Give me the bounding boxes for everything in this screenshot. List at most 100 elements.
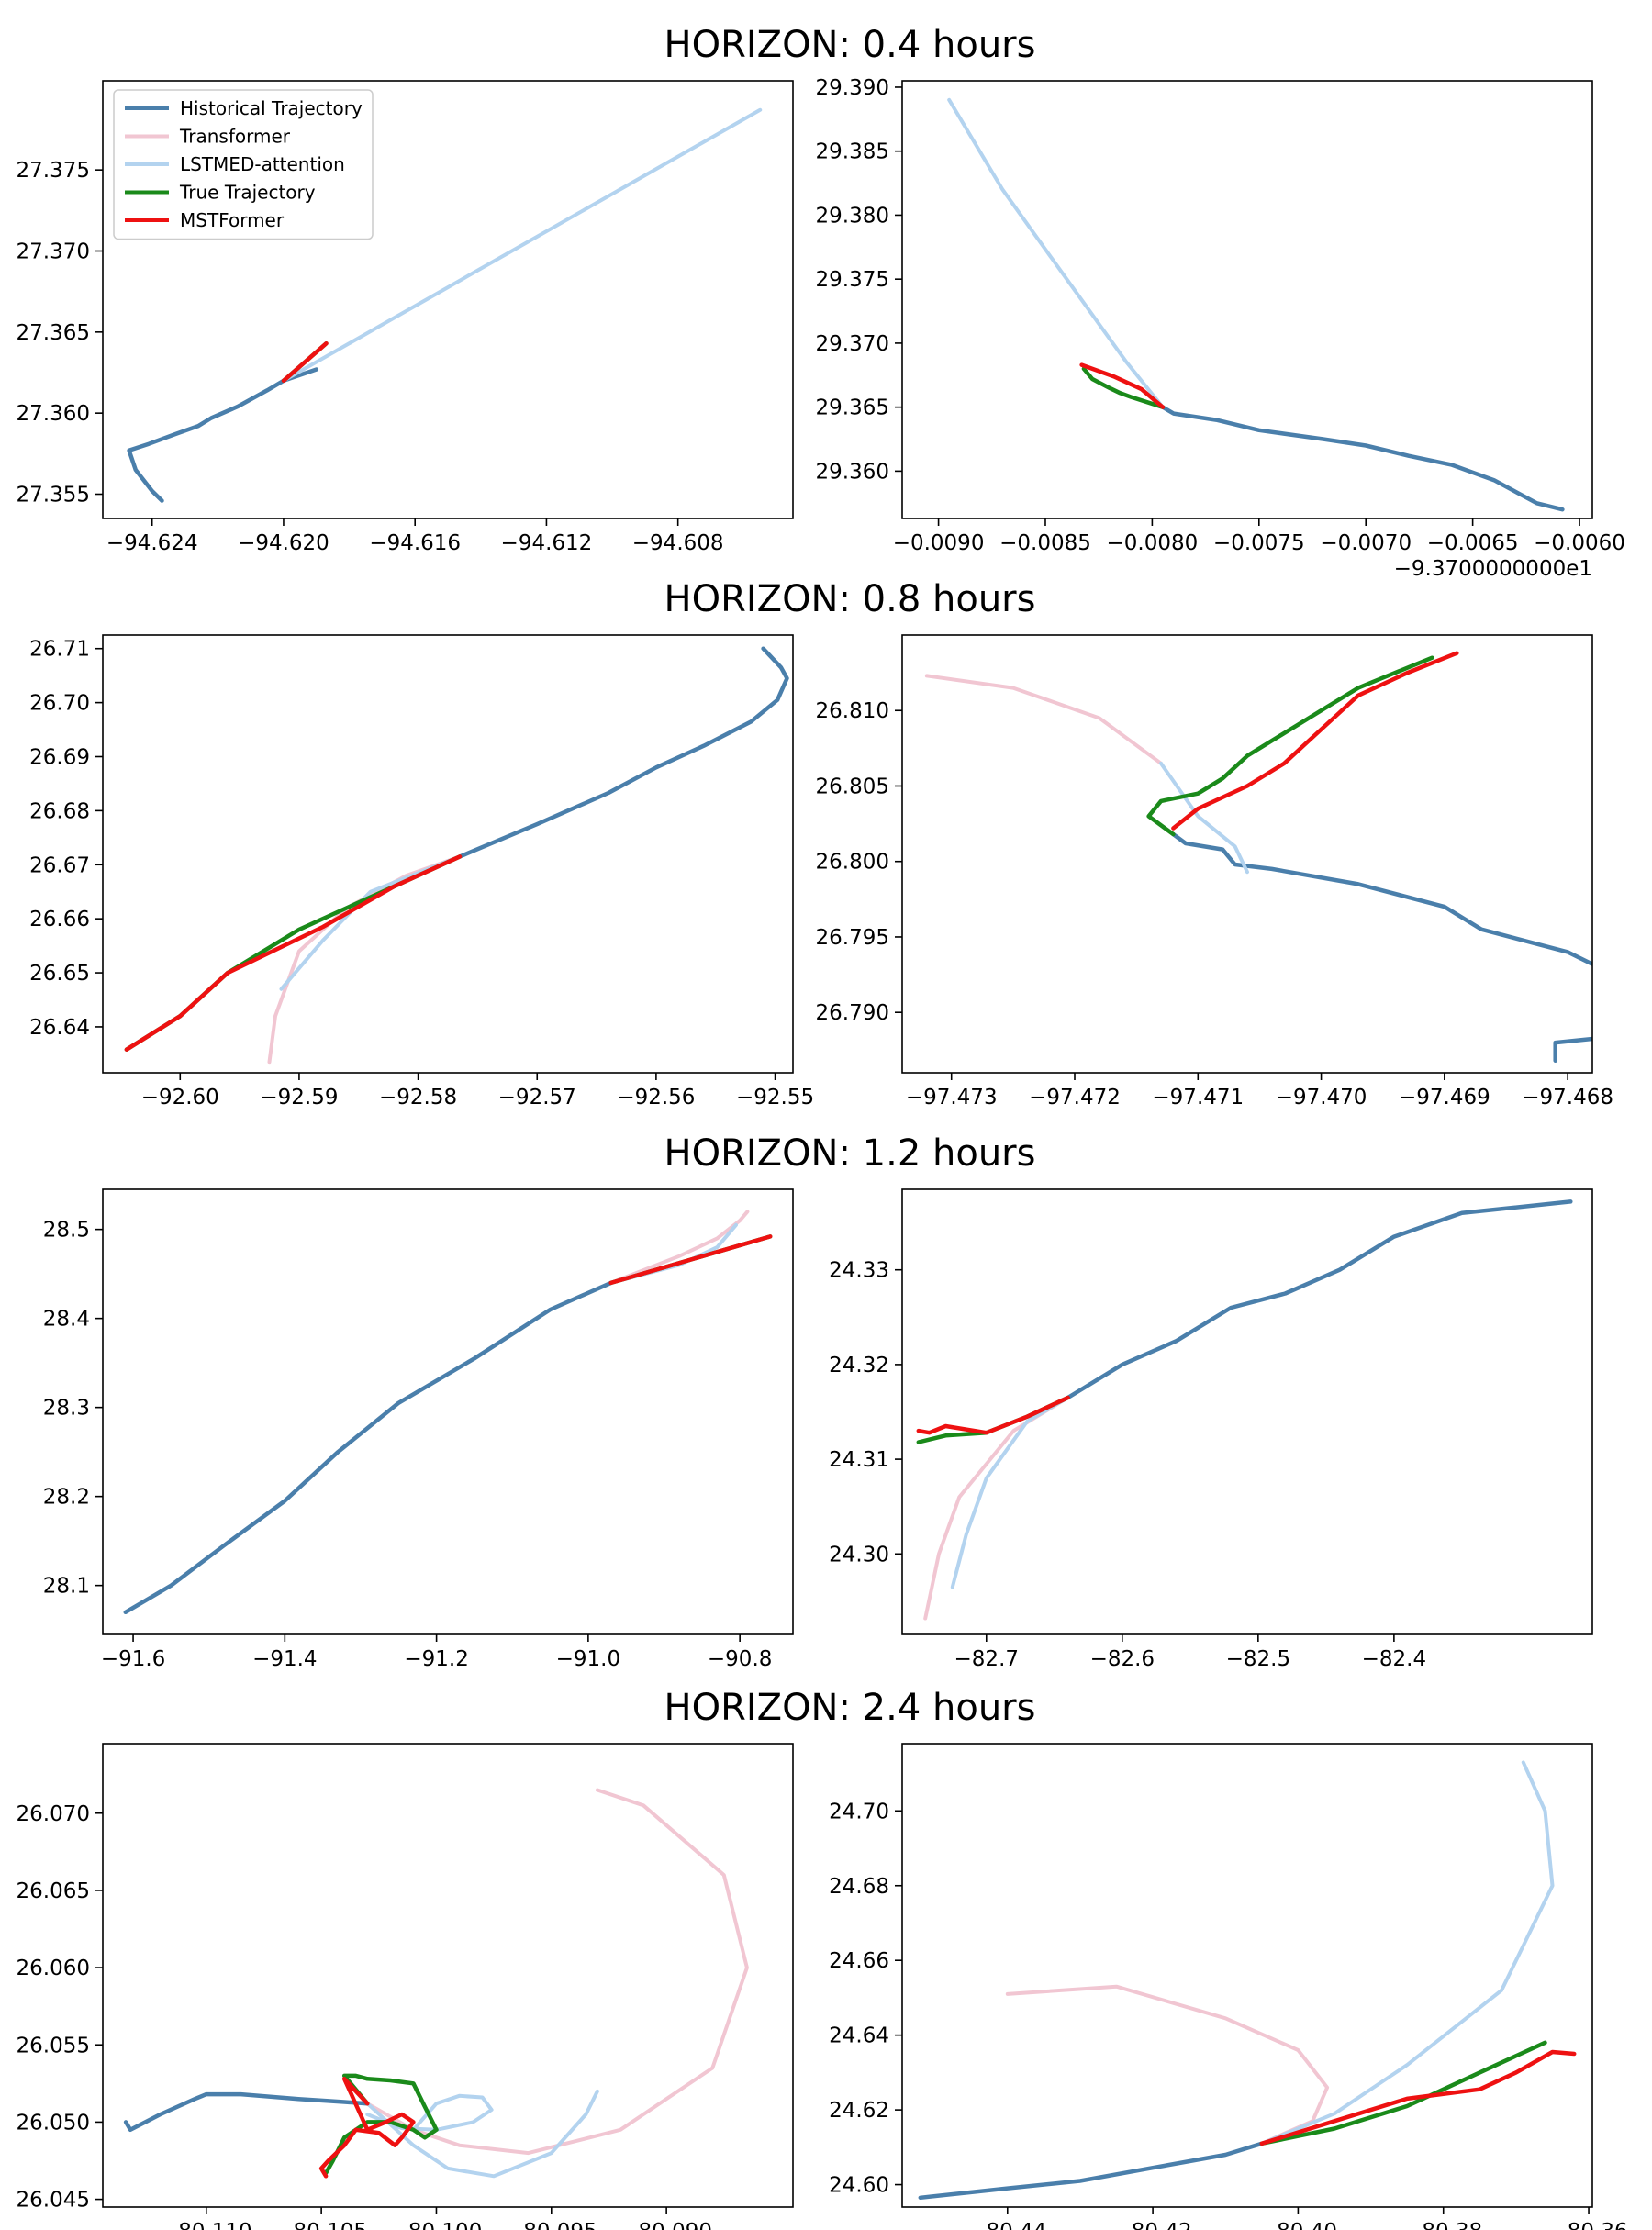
y-tick-label: 26.070 bbox=[17, 1802, 90, 1826]
x-tick-label: −90.8 bbox=[708, 1647, 772, 1671]
series-line-true bbox=[916, 1395, 1070, 1444]
plot-frame bbox=[102, 1743, 794, 2208]
x-tick-label: −92.60 bbox=[141, 1086, 219, 1109]
subplot-4: −97.473 −97.472 −97.471 −97.470 −97.469 −97.4… bbox=[816, 634, 1613, 1109]
y-tick-label: 26.790 bbox=[816, 1001, 889, 1025]
x-tick-label: −82.5 bbox=[1226, 1647, 1290, 1671]
series-line-transformer bbox=[365, 1788, 749, 2156]
x-tick-label: −80.095 bbox=[506, 2220, 597, 2230]
subplot-5: −91.6 −91.4 −91.2 −91.0 −90.8 28.1 28.2 28.3 28.… bbox=[43, 1188, 794, 1671]
x-tick-label: −97.469 bbox=[1399, 1086, 1490, 1109]
legend-label: LSTMED-attention bbox=[180, 153, 345, 175]
x-tick-label: −92.55 bbox=[736, 1086, 814, 1109]
subplot-7: −80.110 −80.105 −80.100 −80.095 −80.090 26.04… bbox=[17, 1743, 794, 2230]
y-tick-label: 26.67 bbox=[29, 853, 90, 877]
y-tick-label: 24.32 bbox=[829, 1354, 889, 1377]
row-title: HORIZON: 1.2 hours bbox=[664, 1132, 1036, 1175]
x-tick-label: −0.0070 bbox=[1320, 531, 1412, 555]
y-tick-label: 24.30 bbox=[829, 1543, 889, 1567]
plot-frame bbox=[102, 1188, 794, 1635]
x-tick-label: −0.0060 bbox=[1534, 531, 1625, 555]
x-tick-label: −94.624 bbox=[106, 531, 198, 555]
x-tick-label: −82.7 bbox=[954, 1647, 1019, 1671]
x-tick-label: −91.2 bbox=[404, 1647, 468, 1671]
subplot-6: −82.7 −82.6 −82.5 −82.4 24.30 24.31 24.32 24.33 bbox=[829, 1188, 1593, 1671]
series-line-true bbox=[1081, 366, 1166, 409]
plot-frame bbox=[102, 634, 794, 1074]
y-tick-label: 24.68 bbox=[829, 1875, 889, 1899]
y-tick-label: 26.71 bbox=[29, 638, 90, 662]
x-tick-label: −94.608 bbox=[632, 531, 724, 555]
y-tick-label: 24.64 bbox=[829, 2024, 889, 2048]
y-tick-label: 24.70 bbox=[829, 1800, 889, 1823]
y-tick-label: 28.1 bbox=[43, 1575, 90, 1599]
y-tick-label: 29.360 bbox=[816, 460, 889, 484]
x-tick-label: −80.40 bbox=[1259, 2220, 1337, 2230]
y-tick-label: 26.68 bbox=[29, 799, 90, 823]
x-offset-label: −9.3700000000e1 bbox=[1394, 557, 1592, 581]
legend-label: Transformer bbox=[179, 126, 291, 148]
subplot-1: −94.624 −94.620 −94.616 −94.612 −94.608 27.35… bbox=[17, 80, 794, 555]
plot-frame bbox=[901, 634, 1593, 1074]
y-tick-label: 29.375 bbox=[816, 268, 889, 292]
y-tick-label: 26.66 bbox=[29, 908, 90, 931]
series-line-lstmed bbox=[282, 107, 763, 383]
series-line-mstformer bbox=[916, 1395, 1070, 1435]
y-tick-label: 24.60 bbox=[829, 2174, 889, 2198]
series-line-mstformer bbox=[1079, 362, 1166, 409]
y-tick-label: 24.33 bbox=[829, 1259, 889, 1283]
x-tick-label: −94.616 bbox=[369, 531, 461, 555]
x-tick-label: −0.0090 bbox=[893, 531, 985, 555]
x-tick-label: −0.0075 bbox=[1213, 531, 1305, 555]
series-line-mstformer bbox=[124, 854, 463, 1052]
y-tick-label: 29.390 bbox=[816, 76, 889, 100]
y-tick-label: 29.370 bbox=[816, 332, 889, 356]
y-tick-label: 26.795 bbox=[816, 926, 889, 950]
y-tick-label: 26.64 bbox=[29, 1016, 90, 1040]
series-line-lstmed bbox=[950, 1396, 1070, 1589]
y-tick-label: 28.3 bbox=[43, 1397, 90, 1421]
y-tick-label: 26.050 bbox=[17, 2111, 90, 2135]
legend-label: Historical Trajectory bbox=[180, 97, 363, 119]
plot-frame bbox=[901, 1743, 1593, 2208]
series-line-lstmed bbox=[1159, 761, 1249, 875]
x-tick-label: −92.56 bbox=[617, 1086, 695, 1109]
y-tick-label: 26.055 bbox=[17, 2034, 90, 2057]
row-title: HORIZON: 0.8 hours bbox=[664, 578, 1036, 620]
series-line-hist bbox=[918, 2141, 1265, 2201]
row-title: HORIZON: 0.4 hours bbox=[664, 24, 1036, 66]
x-tick-label: −92.57 bbox=[498, 1086, 576, 1109]
y-tick-label: 28.5 bbox=[43, 1219, 90, 1243]
series-group bbox=[123, 1788, 749, 2179]
series-group bbox=[124, 646, 789, 1065]
plot-frame bbox=[901, 80, 1593, 519]
y-tick-label: 27.365 bbox=[17, 321, 90, 345]
series-line-hist bbox=[1160, 405, 1565, 512]
x-tick-label: −97.473 bbox=[906, 1086, 998, 1109]
subplot-2: −0.0090 −0.0085 −0.0080 −0.0075 −0.0070 −0.00… bbox=[816, 76, 1625, 581]
series-line-true bbox=[1259, 2040, 1547, 2146]
y-tick-label: 26.805 bbox=[816, 775, 889, 798]
x-tick-label: −80.110 bbox=[161, 2220, 252, 2230]
y-tick-label: 26.065 bbox=[17, 1879, 90, 1903]
series-group bbox=[123, 1210, 773, 1615]
subplot-8: −80.44 −80.42 −80.40 −80.38 −80.36 24.60 24.62… bbox=[829, 1743, 1628, 2230]
y-tick-label: 26.69 bbox=[29, 746, 90, 770]
x-tick-label: −94.612 bbox=[501, 531, 593, 555]
series-line-mstformer bbox=[1259, 2049, 1577, 2146]
x-tick-label: −0.0065 bbox=[1427, 531, 1519, 555]
series-line-hist bbox=[457, 646, 789, 859]
y-tick-label: 27.355 bbox=[17, 484, 90, 507]
y-tick-label: 29.380 bbox=[816, 204, 889, 228]
legend-label: MSTFormer bbox=[180, 209, 285, 231]
series-group bbox=[918, 1760, 1577, 2201]
y-tick-label: 26.810 bbox=[816, 699, 889, 723]
y-tick-label: 27.375 bbox=[17, 159, 90, 183]
series-group bbox=[947, 97, 1565, 512]
x-tick-label: −80.42 bbox=[1114, 2220, 1192, 2230]
series-line-hist bbox=[127, 367, 319, 503]
x-tick-label: −91.6 bbox=[101, 1647, 165, 1671]
series-line-lstmed bbox=[365, 2089, 599, 2179]
y-tick-label: 26.65 bbox=[29, 962, 90, 986]
